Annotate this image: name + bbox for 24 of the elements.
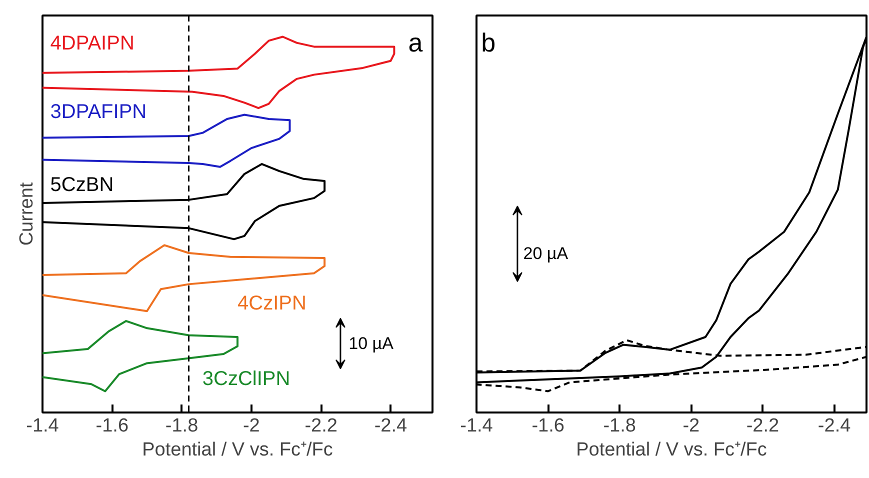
x-axis-title: Potential / V vs. Fc⁺/Fc (576, 440, 767, 460)
annotation: 20 µA (523, 244, 569, 264)
x-tick-label: -1.8 (603, 416, 636, 436)
series-label: 5CzBN (50, 174, 114, 196)
x-tick-label: -2 (682, 416, 700, 436)
annotation: a (408, 27, 424, 58)
x-tick-label: -2.4 (818, 416, 852, 436)
y-axis-title: Current (16, 182, 38, 246)
x-tick-label: -1.4 (26, 416, 60, 436)
x-tick-label: -2.4 (374, 416, 408, 436)
x-tick-label: -1.8 (165, 416, 198, 436)
x-tick-label: -2.2 (304, 416, 338, 436)
annotation: b (481, 27, 496, 58)
series-label: 3DPAFIPN (50, 100, 147, 123)
x-tick-label: -2 (242, 416, 260, 436)
series-label: 4DPAIPN (50, 32, 134, 54)
x-tick-label: -1.6 (96, 416, 129, 436)
series-label: 3CzClIPN (202, 368, 290, 390)
x-axis-title: Potential / V vs. Fc⁺/Fc (142, 440, 333, 460)
series-label: 4CzIPN (238, 292, 306, 314)
x-tick-label: -1.4 (460, 416, 494, 436)
annotation: 10 µA (348, 334, 394, 353)
x-tick-label: -1.6 (532, 416, 564, 436)
x-tick-label: -2.2 (746, 416, 780, 436)
